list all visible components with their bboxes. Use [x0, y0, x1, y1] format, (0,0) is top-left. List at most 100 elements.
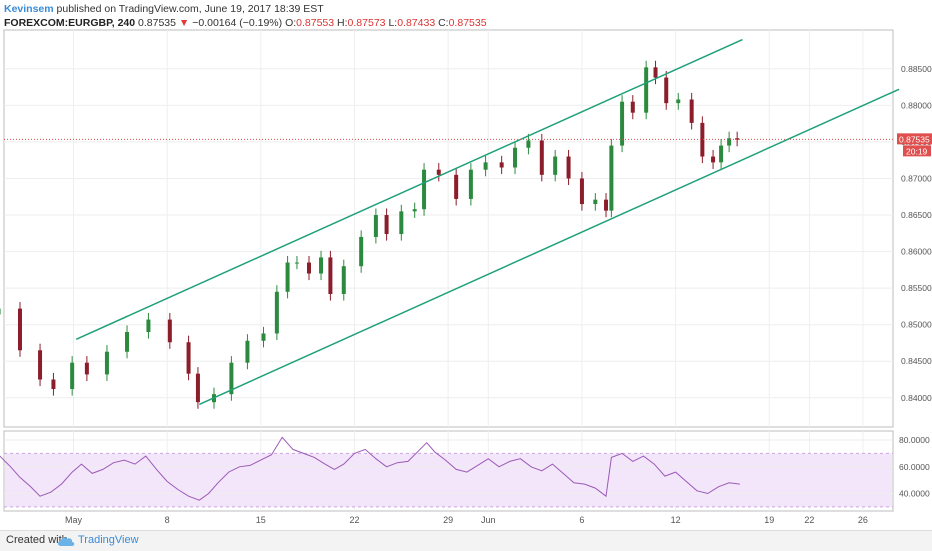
candle: [539, 133, 544, 182]
candle-body: [711, 156, 716, 163]
candle: [38, 343, 43, 387]
y-tick-label: 0.85500: [901, 283, 932, 293]
candle-body: [328, 257, 333, 294]
x-tick-label: 12: [671, 515, 681, 525]
candle: [719, 138, 724, 169]
y-tick-label: 0.88500: [901, 64, 932, 74]
current-price-tag: [897, 133, 932, 145]
candle: [0, 308, 1, 315]
candle-body: [483, 162, 488, 170]
candle-body: [294, 262, 299, 264]
candle: [526, 133, 531, 155]
candle: [84, 356, 89, 381]
candle-body: [539, 140, 544, 175]
candle-body: [664, 77, 669, 104]
candle-body: [620, 101, 625, 146]
candle-body: [146, 319, 151, 332]
candle: [727, 131, 732, 153]
candle: [604, 193, 609, 218]
candle-body: [630, 101, 635, 113]
candle-body: [274, 291, 279, 334]
candle: [125, 325, 130, 359]
candle: [245, 334, 250, 370]
candle-body: [579, 178, 584, 205]
candle-body: [566, 156, 571, 179]
candle-body: [513, 147, 518, 168]
candle: [689, 92, 694, 130]
y-tick-label: 0.84000: [901, 393, 932, 403]
candle-body: [306, 262, 311, 274]
price-change: −0.00164 (−0.19%): [192, 17, 283, 29]
author-name[interactable]: Kevinsem: [4, 3, 54, 15]
candle-body: [735, 138, 740, 140]
x-tick-label: 22: [804, 515, 814, 525]
candle-body: [644, 67, 649, 113]
candle: [653, 60, 658, 85]
y-tick-label: 0.88000: [901, 100, 932, 110]
candle: [51, 372, 56, 396]
candle: [399, 204, 404, 241]
candle-body: [676, 99, 681, 104]
candle: [735, 131, 740, 147]
candle: [261, 326, 266, 348]
candle-body: [285, 262, 290, 292]
candle: [483, 155, 488, 177]
candle-body: [727, 138, 732, 146]
countdown-label: 20:19: [906, 146, 928, 156]
candle: [711, 149, 716, 169]
created-with-text: Created with: [6, 534, 68, 546]
candle: [229, 356, 234, 401]
high-value: 0.87573: [347, 17, 386, 29]
candle: [630, 95, 635, 120]
candle: [620, 95, 625, 153]
footer-bar: Created with TradingView: [0, 530, 932, 551]
rsi-tick-label: 80.0000: [899, 435, 930, 445]
candle: [167, 312, 172, 349]
candle: [294, 255, 299, 270]
candle: [186, 335, 191, 381]
y-tick-label: 0.87000: [901, 173, 932, 183]
candle: [359, 230, 364, 273]
candle: [341, 259, 346, 301]
change-arrow-icon: ▼: [178, 17, 190, 29]
candle-body: [359, 236, 364, 267]
low-label: L:: [388, 17, 398, 29]
candle: [609, 138, 614, 218]
tradingview-brand[interactable]: TradingView: [78, 534, 139, 546]
candle: [468, 163, 473, 206]
open-value: 0.87553: [296, 17, 335, 29]
x-tick-label: 8: [165, 515, 170, 525]
x-tick-label: 19: [764, 515, 774, 525]
candle: [700, 116, 705, 164]
low-value: 0.87433: [397, 17, 436, 29]
y-tick-label: 0.84500: [901, 356, 932, 366]
candle: [664, 70, 669, 110]
close-value: 0.87535: [448, 17, 487, 29]
candle-body: [17, 308, 22, 351]
candle: [285, 255, 290, 299]
candle: [566, 149, 571, 186]
candle-body: [499, 162, 504, 168]
high-label: H:: [337, 17, 348, 29]
candle-body: [553, 156, 558, 175]
x-tick-label: 15: [256, 515, 266, 525]
price-chart[interactable]: May 8 15 22 29 Jun 6 12 19 22 26 0.84000 0.84500 0.85…: [0, 0, 932, 530]
candle-body: [700, 122, 705, 157]
candle: [70, 356, 75, 396]
y-tick-label: 0.86000: [901, 247, 932, 257]
candle-body: [412, 209, 417, 212]
y-tick-label: 0.86500: [901, 210, 932, 220]
x-tick-label: May: [65, 515, 83, 525]
candle: [306, 255, 311, 281]
candle-body: [245, 340, 250, 363]
symbol-label[interactable]: FOREXCOM:EURGBP, 240: [4, 17, 136, 29]
candle: [328, 250, 333, 301]
candle-body: [653, 67, 658, 78]
candle: [499, 155, 504, 175]
candle-body: [454, 174, 459, 199]
channel-upper-line: [75, 38, 743, 340]
channel-lower-line: [198, 88, 900, 406]
candle: [436, 163, 441, 182]
countdown-tag: [903, 145, 931, 157]
candle: [422, 163, 427, 216]
